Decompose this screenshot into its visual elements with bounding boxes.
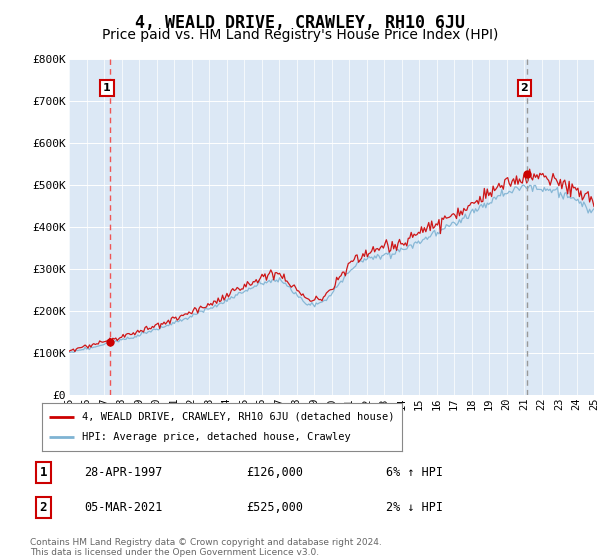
Text: 2% ↓ HPI: 2% ↓ HPI bbox=[386, 501, 443, 514]
Text: £525,000: £525,000 bbox=[246, 501, 303, 514]
Text: HPI: Average price, detached house, Crawley: HPI: Average price, detached house, Craw… bbox=[82, 432, 350, 442]
Text: 1: 1 bbox=[40, 466, 47, 479]
Text: 6% ↑ HPI: 6% ↑ HPI bbox=[386, 466, 443, 479]
Text: 4, WEALD DRIVE, CRAWLEY, RH10 6JU (detached house): 4, WEALD DRIVE, CRAWLEY, RH10 6JU (detac… bbox=[82, 412, 394, 422]
Text: 28-APR-1997: 28-APR-1997 bbox=[84, 466, 163, 479]
Text: Price paid vs. HM Land Registry's House Price Index (HPI): Price paid vs. HM Land Registry's House … bbox=[102, 28, 498, 42]
Text: 4, WEALD DRIVE, CRAWLEY, RH10 6JU: 4, WEALD DRIVE, CRAWLEY, RH10 6JU bbox=[135, 14, 465, 32]
Text: Contains HM Land Registry data © Crown copyright and database right 2024.
This d: Contains HM Land Registry data © Crown c… bbox=[30, 538, 382, 557]
Text: £126,000: £126,000 bbox=[246, 466, 303, 479]
Text: 05-MAR-2021: 05-MAR-2021 bbox=[84, 501, 163, 514]
Text: 2: 2 bbox=[520, 83, 528, 93]
Text: 1: 1 bbox=[103, 83, 111, 93]
Text: 2: 2 bbox=[40, 501, 47, 514]
